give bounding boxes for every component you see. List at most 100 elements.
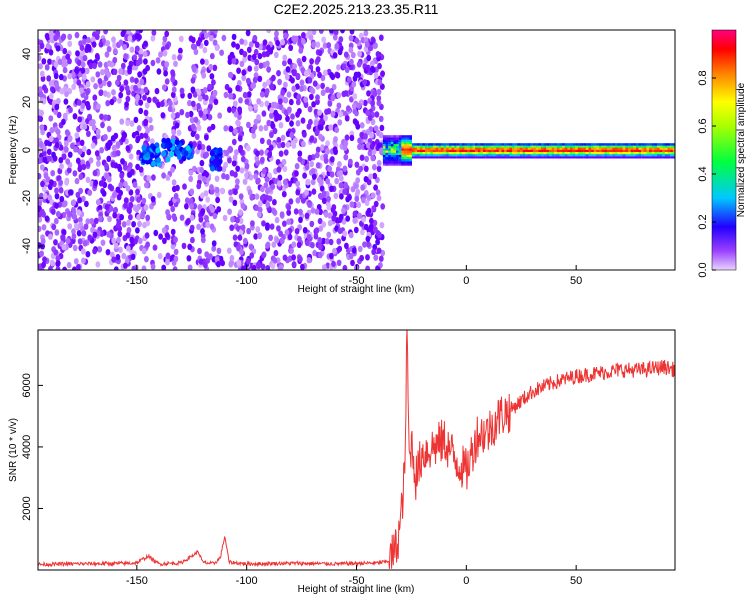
heatmap-cell xyxy=(72,266,77,270)
heatmap-cell xyxy=(572,145,576,148)
heatmap-cell xyxy=(255,226,261,233)
heatmap-cell xyxy=(385,163,389,166)
heatmap-cell xyxy=(535,147,539,150)
heatmap-cell xyxy=(350,259,355,267)
heatmap-cell xyxy=(357,212,362,219)
heatmap-cell xyxy=(273,51,279,59)
heatmap-cell xyxy=(651,145,655,148)
heatmap-cell xyxy=(274,114,280,122)
heatmap-cell xyxy=(99,147,104,154)
heatmap-cell xyxy=(211,79,216,86)
heatmap-cell xyxy=(170,243,176,250)
heatmap-cell xyxy=(517,149,521,152)
heatmap-cell xyxy=(498,156,502,159)
heatmap-cell xyxy=(171,185,177,193)
heatmap-cell xyxy=(146,96,152,104)
heatmap-cell xyxy=(625,149,629,152)
heatmap-cell xyxy=(256,98,262,105)
heatmap-cell xyxy=(71,199,77,206)
heatmap-cell xyxy=(51,223,57,231)
heatmap-cell xyxy=(47,58,52,65)
heatmap-cell xyxy=(189,203,195,210)
heatmap-cell xyxy=(349,134,355,142)
heatmap-cell xyxy=(359,122,365,129)
heatmap-cell xyxy=(562,143,565,146)
heatmap-cell xyxy=(268,234,273,241)
heatmap-cell xyxy=(427,156,431,159)
snr-frame xyxy=(37,329,676,571)
heatmap-cell xyxy=(209,184,214,191)
heatmap-cell xyxy=(115,186,121,193)
heatmap-cell xyxy=(112,150,117,157)
heatmap-cell xyxy=(396,152,399,155)
heatmap-cell xyxy=(270,183,276,190)
heatmap-cell xyxy=(459,154,463,157)
heatmap-cell xyxy=(291,85,297,92)
heatmap-cell xyxy=(301,140,306,148)
heatmap-cell xyxy=(212,39,218,46)
heatmap-cell xyxy=(290,77,295,84)
heatmap-cell xyxy=(606,149,610,152)
heatmap-cell xyxy=(409,143,412,147)
heatmap-cell xyxy=(353,71,359,79)
heatmap-cell xyxy=(80,61,86,68)
heatmap-cell xyxy=(393,143,397,147)
heatmap-cell xyxy=(185,219,190,226)
heatmap-cell xyxy=(635,145,639,148)
heatmap-cell xyxy=(127,214,133,221)
heatmap-cell xyxy=(299,79,305,86)
heatmap-cell xyxy=(580,156,584,159)
heatmap-cell xyxy=(129,168,135,176)
heatmap-cell xyxy=(369,217,374,225)
heatmap-cell xyxy=(317,217,323,225)
heatmap-cell xyxy=(288,44,294,51)
heatmap-cell xyxy=(63,140,69,147)
heatmap-cell xyxy=(84,200,89,208)
heatmap-cell xyxy=(61,229,67,236)
heatmap-cell xyxy=(570,143,573,146)
heatmap-cell xyxy=(75,50,80,57)
heatmap-cell xyxy=(554,156,557,159)
heatmap-cell xyxy=(141,247,147,255)
heatmap-cell xyxy=(530,147,534,150)
heatmap-cell xyxy=(240,202,246,210)
heatmap-cell xyxy=(233,128,238,135)
heatmap-cell xyxy=(139,78,145,86)
heatmap-cell xyxy=(398,143,402,147)
heatmap-cell xyxy=(121,131,127,138)
heatmap-cell xyxy=(667,151,671,155)
heatmap-cell xyxy=(59,195,65,203)
heatmap-cell xyxy=(338,182,344,189)
heatmap-cell xyxy=(92,247,97,255)
heatmap-cell xyxy=(376,247,382,254)
heatmap-cell xyxy=(325,86,330,94)
heatmap-cell xyxy=(401,161,405,164)
heatmap-cell xyxy=(203,39,209,47)
heatmap-cell xyxy=(360,228,365,236)
heatmap-cell xyxy=(227,58,233,65)
heatmap-cell xyxy=(641,147,644,150)
heatmap-cell xyxy=(91,124,97,132)
heatmap-cell xyxy=(422,156,426,159)
heatmap-cell xyxy=(334,126,340,134)
heatmap-cell xyxy=(419,156,423,159)
heatmap-cell xyxy=(204,32,209,39)
heatmap-cell xyxy=(61,55,67,62)
heatmap-cell xyxy=(577,145,581,148)
heatmap-cell xyxy=(459,145,463,148)
heatmap-cell xyxy=(42,256,47,263)
heatmap-cell xyxy=(301,32,306,39)
heatmap-cell xyxy=(459,156,463,159)
heatmap-cell xyxy=(620,156,623,159)
heatmap-cell xyxy=(425,156,428,159)
heatmap-cell xyxy=(358,165,363,173)
heatmap-cell xyxy=(398,137,402,140)
heatmap-cell xyxy=(409,152,412,155)
heatmap-cell xyxy=(144,232,150,239)
heatmap-cell xyxy=(585,149,589,152)
heatmap-cell xyxy=(116,163,122,171)
heatmap-cell xyxy=(370,100,375,107)
heatmap-cell xyxy=(501,149,505,152)
heatmap-cell xyxy=(235,84,241,92)
heatmap-cell xyxy=(76,59,82,66)
